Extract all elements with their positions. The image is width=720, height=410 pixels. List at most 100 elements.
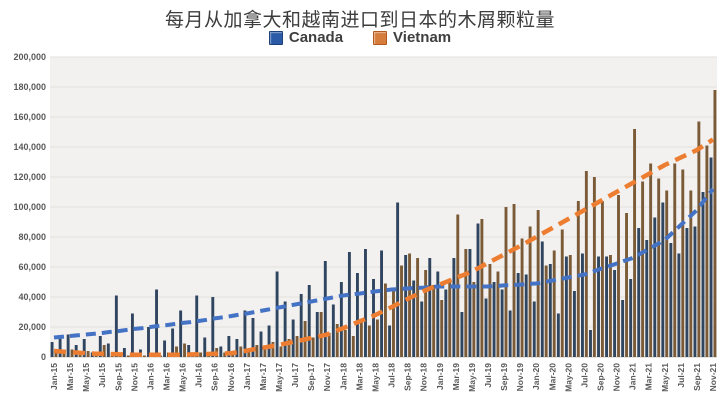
y-axis-label: 180,000 (13, 82, 46, 92)
x-axis-label: Jul-19 (483, 363, 493, 388)
bar-vietnam (142, 355, 146, 357)
x-axis-label: Nov-16 (226, 363, 236, 392)
bar-vietnam (641, 181, 645, 357)
bar-canada (171, 328, 175, 357)
bar-canada (709, 157, 713, 357)
x-axis-label: Jan-15 (49, 363, 59, 390)
bar-canada (259, 331, 263, 357)
bar-canada (685, 228, 689, 357)
legend-label-canada: Canada (288, 29, 344, 46)
x-axis-label: Mar-17 (258, 363, 268, 391)
bar-canada (412, 280, 416, 357)
x-axis-label: Nov-17 (322, 363, 332, 392)
bar-canada (364, 249, 367, 357)
bar-canada (98, 336, 102, 357)
bar-vietnam (665, 190, 669, 357)
bar-canada (130, 313, 134, 357)
bar-vietnam (311, 337, 315, 357)
bar-canada (82, 339, 86, 357)
bar-vietnam (617, 195, 620, 357)
legend-item-canada: Canada (268, 29, 344, 46)
bar-vietnam (424, 270, 428, 357)
bar-vietnam (657, 178, 661, 357)
bar-canada (468, 249, 472, 357)
bar-vietnam (175, 346, 178, 357)
bar-canada (492, 282, 496, 357)
bar-vietnam (633, 129, 637, 357)
bar-vietnam (279, 346, 283, 357)
bar-canada (275, 271, 279, 357)
x-axis-label: Sep-15 (113, 363, 123, 391)
bar-canada (219, 346, 223, 357)
bar-canada (299, 294, 303, 357)
bar-canada (251, 318, 255, 357)
bar-vietnam (432, 285, 436, 357)
bar-canada (203, 337, 207, 357)
bar-canada (388, 325, 392, 357)
bar-canada (621, 300, 625, 357)
bar-canada (307, 285, 311, 357)
x-axis-label: Mar-20 (547, 363, 557, 391)
bar-canada (163, 340, 167, 357)
y-axis-label: 20,000 (18, 322, 46, 332)
bar-canada (404, 255, 408, 357)
bar-canada (564, 256, 568, 357)
bar-canada (339, 282, 343, 357)
bar-canada (147, 327, 150, 357)
bar-canada (380, 250, 383, 357)
bar-vietnam (351, 336, 355, 357)
y-axis-label: 60,000 (18, 262, 46, 272)
bar-vietnam (271, 342, 275, 357)
bar-canada (524, 274, 528, 357)
bar-vietnam (512, 204, 516, 357)
bar-canada (693, 226, 697, 357)
bar-vietnam (400, 265, 403, 357)
bar-vietnam (568, 255, 572, 357)
bar-vietnam (448, 279, 452, 357)
bar-vietnam (384, 283, 387, 357)
legend-item-vietnam: Vietnam (373, 29, 451, 46)
bar-vietnam (54, 351, 58, 357)
bar-vietnam (392, 291, 395, 357)
bar-canada (291, 319, 295, 357)
bar-vietnam (416, 258, 420, 357)
bar-canada (323, 261, 327, 357)
bar-canada (211, 297, 215, 357)
bar-vietnam (600, 201, 604, 357)
bar-canada (669, 243, 673, 357)
x-axis-label: Nov-20 (612, 363, 622, 392)
bar-vietnam (552, 250, 556, 357)
bar-vietnam (239, 346, 243, 357)
chart-legend: Canada Vietnam (0, 29, 720, 46)
bar-vietnam (102, 345, 106, 357)
bar-vietnam (544, 265, 548, 357)
bar-vietnam (488, 264, 492, 357)
x-axis-label: Jan-18 (338, 363, 348, 390)
x-axis-label: Jan-17 (242, 363, 252, 390)
bar-canada (122, 348, 126, 357)
x-axis-label: Sep-21 (692, 363, 702, 391)
vietnam-legend-swatch (373, 30, 388, 45)
bar-vietnam (472, 282, 476, 357)
x-axis-label: Mar-15 (65, 363, 75, 391)
x-axis-label: Jul-16 (194, 363, 204, 388)
x-axis-label: May-17 (274, 363, 284, 392)
y-axis-label: 140,000 (13, 142, 46, 152)
bar-vietnam (584, 171, 588, 357)
bar-canada (227, 336, 231, 357)
x-axis-label: Jan-16 (145, 363, 155, 390)
bar-canada (347, 252, 351, 357)
x-axis-label: Jul-15 (97, 363, 107, 388)
bar-canada (581, 253, 584, 357)
bar-canada (315, 312, 319, 357)
bar-vietnam (126, 355, 130, 357)
x-axis-label: Jan-20 (531, 363, 541, 390)
bar-vietnam (199, 352, 203, 357)
bar-canada (701, 192, 705, 357)
bar-canada (484, 298, 488, 357)
x-axis-label: Jan-19 (435, 363, 445, 390)
bar-vietnam (705, 145, 709, 357)
bar-vietnam (480, 219, 484, 357)
bar-vietnam (560, 229, 564, 357)
